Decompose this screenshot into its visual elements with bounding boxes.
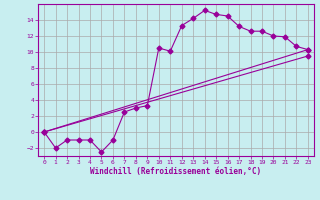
X-axis label: Windchill (Refroidissement éolien,°C): Windchill (Refroidissement éolien,°C) <box>91 167 261 176</box>
